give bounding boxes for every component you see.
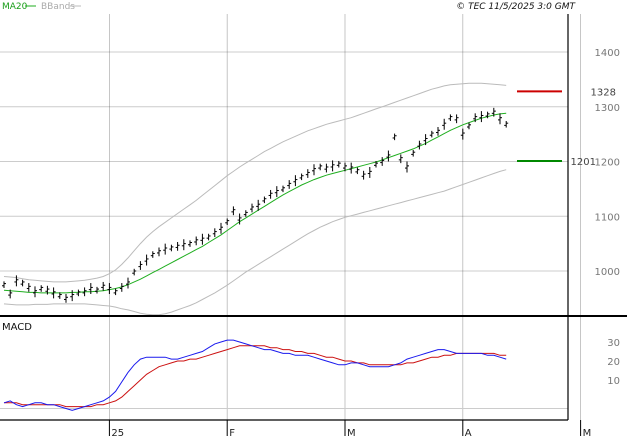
x-tick-label: F bbox=[229, 428, 235, 439]
x-tick-label: 25 bbox=[111, 428, 124, 439]
x-tick-label: M bbox=[583, 428, 592, 439]
price-y-tick-label: 1200 bbox=[595, 158, 620, 169]
legend-bbands: BBands bbox=[41, 2, 75, 12]
copyright-text: © TEC 11/5/2025 3:0 GMT bbox=[456, 2, 576, 12]
price-panel: 1400 1300 1200 1100 1000 25 F M A M 1328 1201 bbox=[0, 14, 620, 439]
resistance-level-label: 1328 bbox=[591, 87, 616, 98]
ma20-line bbox=[3, 112, 507, 294]
x-tick-label: M bbox=[347, 428, 356, 439]
legend-ma20: MA20 bbox=[2, 2, 28, 12]
price-y-tick-label: 1000 bbox=[595, 267, 620, 278]
price-y-tick-label: 1300 bbox=[595, 103, 620, 114]
price-y-tick-label: 1400 bbox=[595, 48, 620, 59]
bbands-upper-line bbox=[3, 82, 507, 283]
bbands-lower-line bbox=[3, 169, 507, 316]
macd-panel: 30 20 10 bbox=[0, 338, 620, 411]
support-level-label: 1201 bbox=[571, 157, 596, 168]
price-y-tick-label: 1100 bbox=[595, 212, 620, 223]
macd-title: MACD bbox=[2, 322, 32, 333]
macd-y-tick-label: 20 bbox=[607, 357, 620, 368]
macd-y-tick-label: 10 bbox=[607, 376, 620, 387]
macd-line bbox=[3, 339, 507, 411]
macd-signal-line bbox=[4, 345, 507, 408]
macd-y-tick-label: 30 bbox=[607, 338, 620, 349]
x-tick-label: A bbox=[465, 428, 472, 439]
